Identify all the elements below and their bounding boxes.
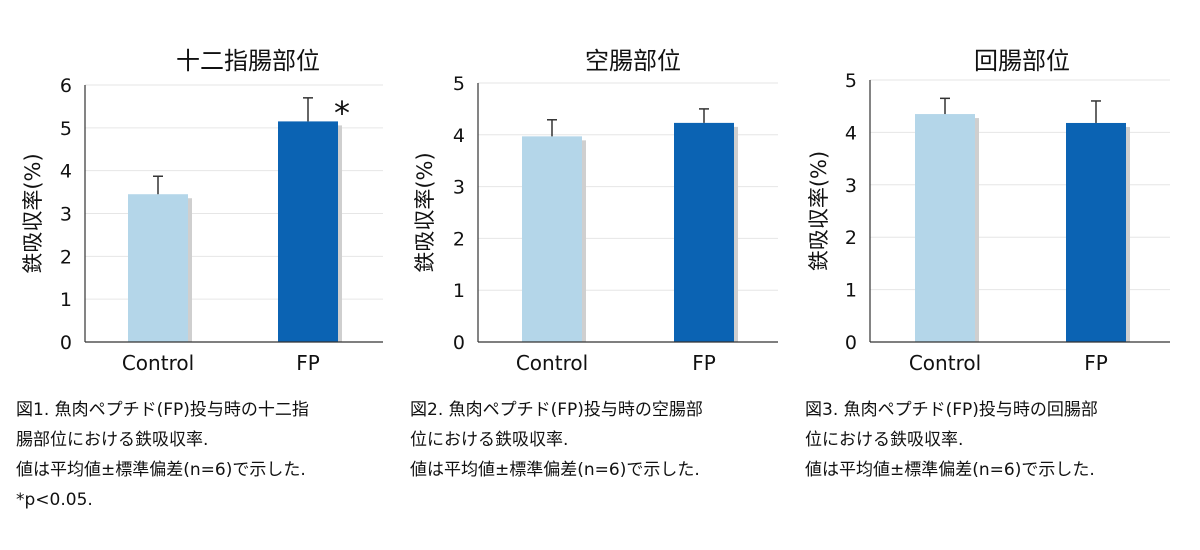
y-tick-label: 1 bbox=[453, 280, 465, 302]
y-tick-label: 5 bbox=[453, 73, 465, 95]
x-tick-label: Control bbox=[909, 351, 981, 375]
y-tick-label: 1 bbox=[60, 289, 72, 311]
bar-fp bbox=[278, 121, 338, 343]
figure-caption-3: 図3. 魚肉ペプチド(FP)投与時の回腸部 位における鉄吸収率. 値は平均値±標… bbox=[805, 395, 1180, 485]
chart-title: 十二指腸部位 bbox=[176, 47, 320, 75]
y-tick-label: 3 bbox=[453, 177, 465, 199]
x-tick-label: Control bbox=[122, 351, 194, 375]
y-tick-label: 1 bbox=[845, 280, 857, 302]
y-tick-label: 3 bbox=[845, 175, 857, 197]
x-tick-label: FP bbox=[692, 351, 716, 375]
y-tick-label: 2 bbox=[845, 227, 857, 249]
x-tick-label: Control bbox=[516, 351, 588, 375]
bar-shadow bbox=[338, 125, 342, 343]
chart-title: 回腸部位 bbox=[974, 47, 1070, 75]
bar-shadow bbox=[1126, 126, 1130, 342]
y-axis-label: 鉄吸収率(%) bbox=[21, 153, 45, 273]
figure-caption-2: 図2. 魚肉ペプチド(FP)投与時の空腸部 位における鉄吸収率. 値は平均値±標… bbox=[410, 395, 785, 485]
y-tick-label: 4 bbox=[845, 122, 857, 144]
chart-title: 空腸部位 bbox=[585, 47, 681, 75]
y-tick-label: 2 bbox=[60, 246, 72, 268]
y-tick-label: 5 bbox=[60, 118, 72, 140]
y-tick-label: 0 bbox=[453, 332, 465, 354]
bar-shadow bbox=[582, 140, 586, 342]
caption-line: 値は平均値±標準偏差(n=6)で示した. bbox=[16, 460, 306, 480]
bar-control bbox=[128, 194, 188, 342]
bar-fp bbox=[674, 122, 734, 342]
bar-control bbox=[522, 136, 582, 342]
caption-line: 位における鉄吸収率. bbox=[805, 430, 964, 450]
caption-line: 腸部位における鉄吸収率. bbox=[16, 430, 209, 450]
y-axis-label: 鉄吸収率(%) bbox=[413, 152, 437, 272]
caption-line: 値は平均値±標準偏差(n=6)で示した. bbox=[410, 460, 700, 480]
figure-caption-1: 図1. 魚肉ペプチド(FP)投与時の十二指 腸部位における鉄吸収率. 値は平均値… bbox=[16, 395, 391, 515]
y-tick-label: 5 bbox=[845, 70, 857, 92]
caption-line: 位における鉄吸収率. bbox=[410, 430, 569, 450]
bar-shadow bbox=[188, 198, 192, 342]
y-tick-label: 3 bbox=[60, 204, 72, 226]
y-tick-label: 4 bbox=[60, 161, 72, 183]
y-tick-label: 0 bbox=[845, 332, 857, 354]
caption-line: 図1. 魚肉ペプチド(FP)投与時の十二指 bbox=[16, 400, 309, 420]
bar-fp bbox=[1066, 122, 1126, 342]
bar-control bbox=[915, 114, 975, 342]
caption-line: *p<0.05. bbox=[16, 490, 93, 510]
significance-mark: * bbox=[334, 94, 350, 132]
y-tick-label: 4 bbox=[453, 125, 465, 147]
caption-line: 値は平均値±標準偏差(n=6)で示した. bbox=[805, 460, 1095, 480]
x-tick-label: FP bbox=[1084, 351, 1108, 375]
x-tick-label: FP bbox=[296, 351, 320, 375]
y-tick-label: 6 bbox=[60, 75, 72, 97]
caption-line: 図3. 魚肉ペプチド(FP)投与時の回腸部 bbox=[805, 400, 1098, 420]
bar-shadow bbox=[975, 118, 979, 342]
caption-line: 図2. 魚肉ペプチド(FP)投与時の空腸部 bbox=[410, 400, 703, 420]
y-tick-label: 0 bbox=[60, 332, 72, 354]
y-tick-label: 2 bbox=[453, 228, 465, 250]
y-axis-label: 鉄吸収率(%) bbox=[807, 151, 831, 271]
bar-shadow bbox=[734, 126, 738, 342]
